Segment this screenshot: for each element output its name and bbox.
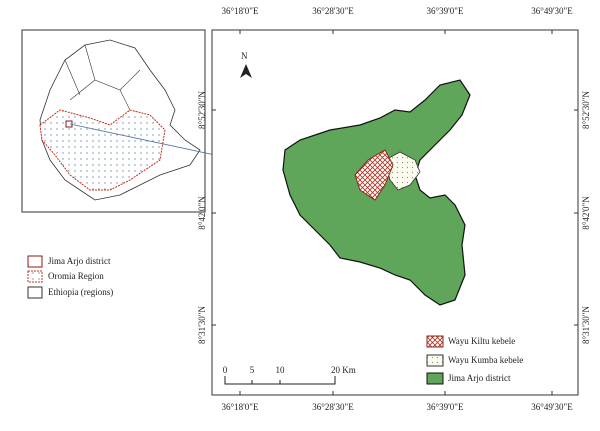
wayu-kumba	[384, 151, 421, 191]
legend-label: Jima Arjo district	[448, 373, 511, 383]
legend-swatch	[426, 354, 444, 367]
grid-label: 8°31'30"N	[197, 306, 207, 344]
north-label: N	[241, 51, 248, 61]
grid-label: 8°31'30"N	[581, 306, 591, 344]
grid-label: 36°49'30"E	[531, 402, 573, 412]
grid-label: 36°28'30"E	[312, 402, 354, 412]
inset-district	[65, 120, 73, 128]
scale-label: 20 Km	[331, 365, 356, 375]
scale-bar	[224, 376, 336, 385]
grid-label: 36°28'30"E	[312, 6, 354, 16]
legend-label: Wayu Kiltu kebele	[448, 336, 515, 346]
region-borders	[64, 44, 141, 111]
grid-label: 36°39'0"E	[427, 402, 464, 412]
grid-label: 36°39'0"E	[427, 6, 464, 16]
grid-label: 8°42'0"N	[581, 196, 591, 230]
wayu-kiltu	[354, 149, 394, 201]
grid-label: 8°42'0"N	[197, 196, 207, 230]
legend-label: Jima Arjo district	[48, 256, 111, 266]
scale-label: 0	[223, 365, 228, 375]
legend-swatch	[27, 270, 43, 283]
legend-swatch	[426, 335, 444, 348]
north-arrow	[240, 64, 252, 78]
grid-label: 8°52'30"N	[581, 91, 591, 129]
grid-label: 36°18'0"E	[222, 6, 259, 16]
legend-swatch	[27, 286, 43, 299]
grid-label: 8°52'30"N	[197, 91, 207, 129]
scale-label: 10	[276, 365, 286, 375]
legend-swatch	[426, 372, 444, 385]
legend-label: Oromia Region	[48, 271, 104, 281]
grid-label: 36°49'30"E	[531, 6, 573, 16]
grid-label: 36°18'0"E	[222, 402, 259, 412]
legend-swatch	[27, 255, 43, 268]
oromia	[39, 109, 166, 191]
legend-label: Wayu Kumba kebele	[448, 355, 523, 365]
scale-label: 5	[250, 365, 255, 375]
legend-label: Ethiopia (regions)	[48, 287, 113, 297]
